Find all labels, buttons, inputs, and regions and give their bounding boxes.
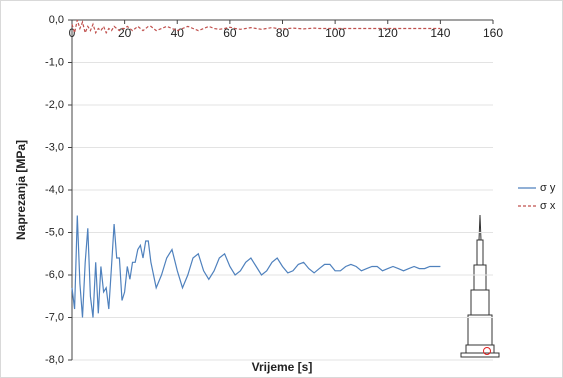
y-tick-label: -4,0 (45, 184, 64, 196)
legend-label: σ x (540, 200, 556, 212)
series-line (71, 19, 441, 35)
x-tick-label: 100 (325, 26, 345, 40)
x-tick-label: 60 (223, 26, 237, 40)
x-axis-label: Vrijeme [s] (252, 360, 313, 374)
y-axis-label: Naprezanja [MPa] (14, 140, 28, 240)
legend-label: σ y (540, 182, 556, 194)
x-tick-label: 120 (378, 26, 398, 40)
series-line (71, 215, 441, 318)
x-tick-label: 160 (483, 26, 503, 40)
y-tick-label: -2,0 (45, 99, 64, 111)
x-tick-label: 140 (430, 26, 450, 40)
y-tick-label: 0,0 (49, 14, 64, 26)
x-tick-label: 0 (69, 26, 76, 40)
x-tick-label: 80 (276, 26, 290, 40)
y-tick-label: -8,0 (45, 354, 64, 366)
tower-icon (460, 214, 500, 358)
y-tick-label: -7,0 (45, 311, 64, 323)
y-tick-label: -6,0 (45, 269, 64, 281)
y-tick-label: -5,0 (45, 226, 64, 238)
y-tick-label: -3,0 (45, 141, 64, 153)
y-tick-label: -1,0 (45, 56, 64, 68)
x-tick-label: 20 (118, 26, 132, 40)
